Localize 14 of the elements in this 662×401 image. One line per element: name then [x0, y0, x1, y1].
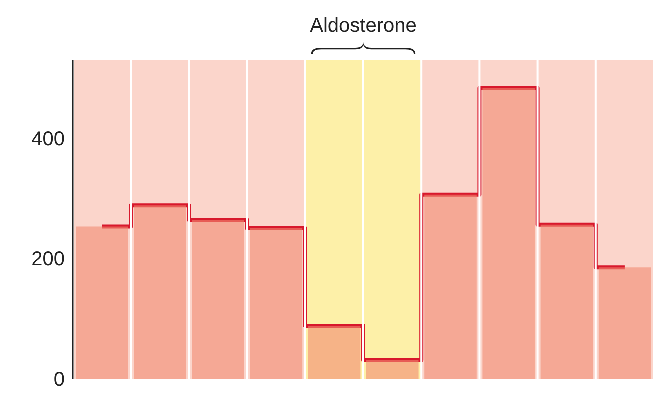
y-tick-label: 0: [54, 369, 65, 392]
bar: [134, 206, 186, 379]
y-tick-label: 200: [32, 248, 65, 271]
bar: [540, 224, 594, 379]
text: Aldosterone: [310, 15, 417, 37]
bar: [598, 268, 652, 379]
bar: [424, 194, 477, 379]
bar: [308, 326, 361, 379]
bar: [250, 228, 303, 379]
bar: [482, 88, 535, 379]
bar: [192, 220, 244, 379]
y-tick-label: 400: [32, 128, 65, 150]
bar: [366, 360, 419, 379]
bar: [76, 226, 128, 379]
